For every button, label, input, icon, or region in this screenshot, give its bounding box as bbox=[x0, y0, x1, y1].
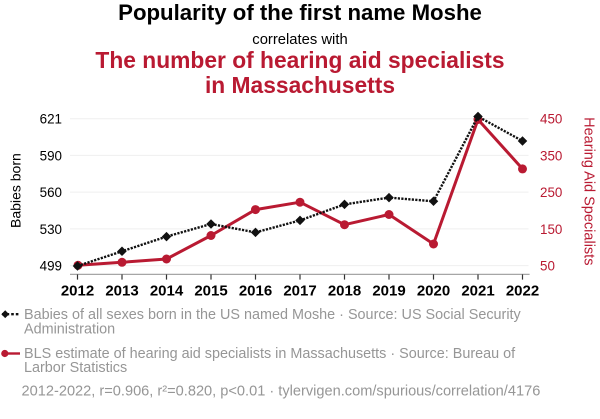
svg-text:Popularity of the first name M: Popularity of the first name Moshe bbox=[118, 0, 482, 25]
svg-text:The number of hearing aid spec: The number of hearing aid specialists bbox=[95, 47, 504, 73]
svg-text:2022: 2022 bbox=[506, 282, 539, 299]
svg-text:Larbor Statistics: Larbor Statistics bbox=[24, 360, 127, 376]
svg-text:2014: 2014 bbox=[150, 282, 184, 299]
svg-text:450: 450 bbox=[540, 112, 562, 127]
svg-text:Hearing Aid Specialists: Hearing Aid Specialists bbox=[580, 117, 596, 265]
svg-text:621: 621 bbox=[40, 112, 62, 127]
svg-text:590: 590 bbox=[40, 148, 62, 163]
svg-text:2019: 2019 bbox=[372, 282, 405, 299]
svg-text:50: 50 bbox=[540, 259, 555, 274]
svg-text:correlates with: correlates with bbox=[252, 32, 347, 48]
svg-text:150: 150 bbox=[540, 222, 562, 237]
svg-text:250: 250 bbox=[540, 185, 562, 200]
svg-text:Babies born: Babies born bbox=[7, 153, 23, 228]
svg-text:Babies of all sexes born in th: Babies of all sexes born in the US named… bbox=[24, 307, 522, 323]
svg-text:2021: 2021 bbox=[461, 282, 494, 299]
svg-text:2018: 2018 bbox=[328, 282, 361, 299]
svg-text:2013: 2013 bbox=[105, 282, 138, 299]
svg-text:2012: 2012 bbox=[61, 282, 94, 299]
svg-text:499: 499 bbox=[40, 259, 62, 274]
svg-text:Administration: Administration bbox=[24, 321, 115, 337]
svg-text:in Massachusetts: in Massachusetts bbox=[205, 72, 395, 98]
svg-text:2012-2022, r=0.906, r²=0.820,: 2012-2022, r=0.906, r²=0.820, p<0.01 · t… bbox=[22, 384, 541, 400]
svg-text:BLS estimate of hearing aid sp: BLS estimate of hearing aid specialists … bbox=[24, 346, 516, 362]
svg-text:350: 350 bbox=[540, 148, 562, 163]
svg-text:2015: 2015 bbox=[194, 282, 227, 299]
svg-text:2017: 2017 bbox=[283, 282, 316, 299]
svg-text:530: 530 bbox=[40, 222, 62, 237]
svg-text:2020: 2020 bbox=[417, 282, 450, 299]
svg-text:560: 560 bbox=[40, 185, 62, 200]
svg-text:2016: 2016 bbox=[239, 282, 272, 299]
